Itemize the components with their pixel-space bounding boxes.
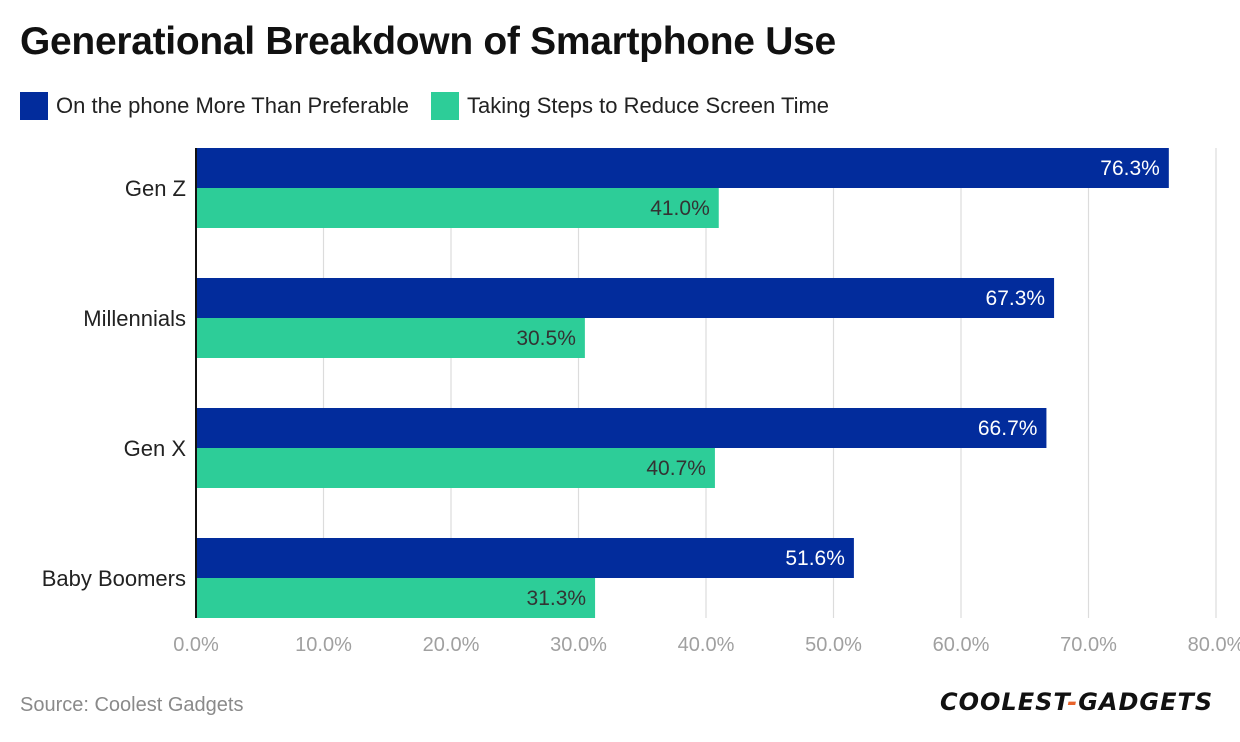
x-tick-label: 40.0% xyxy=(678,634,735,656)
bar-gen-z-series-1 xyxy=(196,148,1169,188)
legend-label-series-1: On the phone More Than Preferable xyxy=(56,93,410,118)
legend-swatch-series-1 xyxy=(20,92,48,120)
bar-gen-x-series-1 xyxy=(196,408,1047,448)
brand-logo: COOLEST-GADGETS xyxy=(940,688,1213,716)
x-tick-label: 60.0% xyxy=(933,634,990,656)
data-label: 67.3% xyxy=(986,287,1046,310)
legend: On the phone More Than Preferable Taking… xyxy=(20,92,851,120)
x-tick-label: 10.0% xyxy=(295,634,352,656)
legend-item-series-1: On the phone More Than Preferable xyxy=(20,92,409,120)
x-tick-label: 20.0% xyxy=(423,634,480,656)
legend-swatch-series-2 xyxy=(431,92,460,120)
bar-gen-z-series-2 xyxy=(196,188,719,228)
chart-title: Generational Breakdown of Smartphone Use xyxy=(20,20,836,63)
source-note: Source: Coolest Gadgets xyxy=(20,694,244,716)
bar-baby-boomers-series-2 xyxy=(196,578,596,618)
bar-baby-boomers-series-1 xyxy=(196,538,854,578)
logo-text-right: GADGETS xyxy=(1078,688,1214,716)
category-label: Millennials xyxy=(83,306,186,331)
bar-gen-x-series-2 xyxy=(196,448,715,488)
bar-millennials-series-2 xyxy=(196,318,585,358)
logo-dash: - xyxy=(1067,688,1079,716)
category-label: Gen X xyxy=(124,436,187,461)
x-tick-label: 30.0% xyxy=(550,634,607,656)
x-tick-label: 0.0% xyxy=(173,634,219,656)
category-label: Gen Z xyxy=(125,176,186,201)
x-tick-label: 80.0% xyxy=(1188,634,1240,656)
category-label: Baby Boomers xyxy=(42,566,186,591)
data-label: 51.6% xyxy=(785,547,845,570)
x-tick-label: 50.0% xyxy=(805,634,862,656)
data-label: 41.0% xyxy=(650,197,710,220)
data-label: 31.3% xyxy=(527,587,587,610)
legend-label-series-2: Taking Steps to Reduce Screen Time xyxy=(467,93,830,118)
logo-text-left: COOLEST xyxy=(940,688,1068,716)
data-label: 76.3% xyxy=(1100,157,1160,180)
x-tick-label: 70.0% xyxy=(1060,634,1117,656)
legend-item-series-2: Taking Steps to Reduce Screen Time xyxy=(431,92,829,120)
data-label: 40.7% xyxy=(646,457,706,480)
data-label: 30.5% xyxy=(516,327,576,350)
data-label: 66.7% xyxy=(978,417,1038,440)
bar-millennials-series-1 xyxy=(196,278,1055,318)
